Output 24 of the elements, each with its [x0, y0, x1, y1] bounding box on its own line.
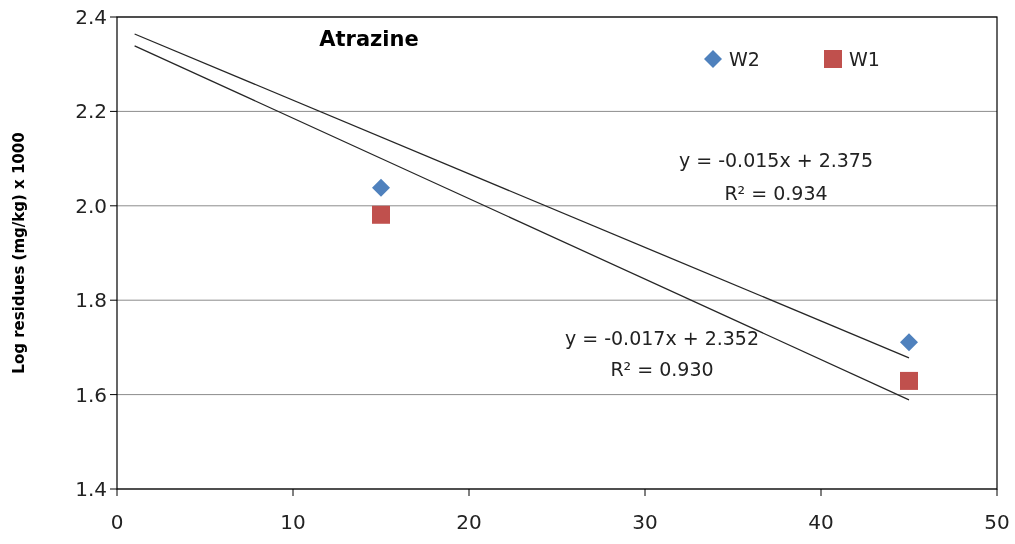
y-tick-label: 2.4 — [75, 5, 107, 29]
y-tick-label: 1.6 — [75, 382, 107, 407]
annotation: R² = 0.934 — [724, 182, 828, 204]
x-tick-label: 50 — [984, 510, 1010, 534]
x-tick-label: 10 — [280, 510, 306, 534]
point — [372, 205, 390, 224]
legend-label: W1 — [849, 47, 880, 70]
y-tick-label: 1.8 — [75, 288, 107, 313]
y-tick-label: 1.4 — [75, 477, 107, 501]
legend-label: W2 — [729, 47, 760, 70]
x-tick-label: 20 — [456, 510, 482, 534]
y-tick-label: 2.2 — [75, 99, 107, 124]
annotation: y = -0.015x + 2.375 — [678, 149, 874, 171]
point — [900, 333, 918, 352]
point — [900, 371, 918, 390]
annotation: y = -0.017x + 2.352 — [564, 327, 760, 349]
x-tick-label: 30 — [632, 510, 658, 534]
text: Atrazine — [319, 27, 419, 51]
annotation: R² = 0.930 — [610, 358, 714, 380]
x-tick-label: 40 — [808, 510, 834, 534]
x-tick-label: 0 — [110, 510, 124, 534]
y-tick-label: 2.0 — [75, 193, 107, 218]
y-axis-title: Log residues (mg/kg) x 1000 — [10, 132, 28, 374]
point — [372, 178, 390, 197]
